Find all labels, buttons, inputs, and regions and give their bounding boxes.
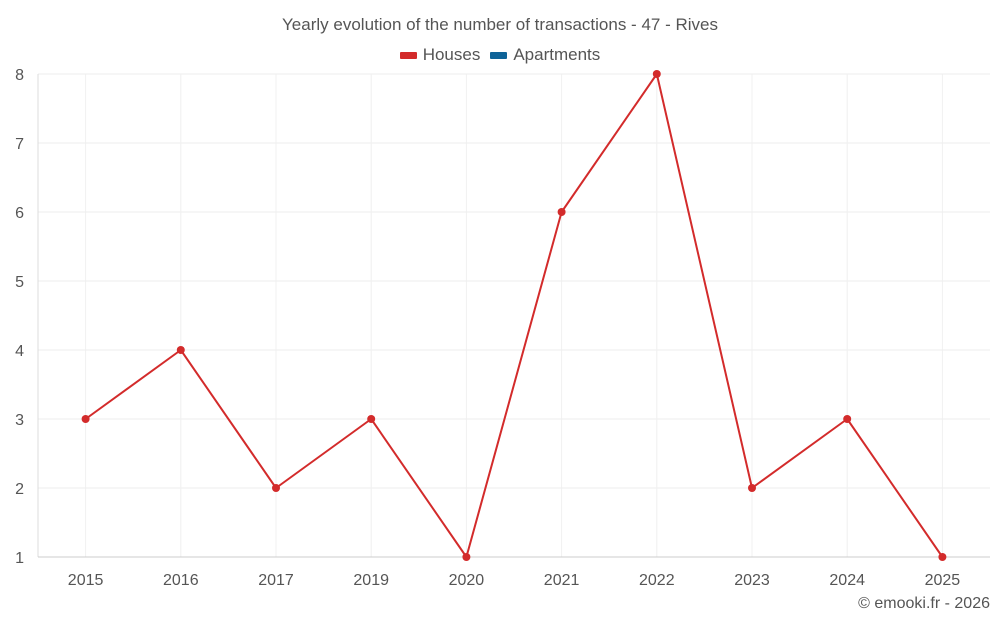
x-tick-label: 2025 <box>925 572 961 589</box>
data-point-houses <box>462 553 471 561</box>
data-point-houses <box>652 70 661 78</box>
legend-swatch-apartments <box>490 51 508 59</box>
series-line-houses <box>85 73 944 558</box>
data-point-houses <box>843 415 852 423</box>
y-tick-label: 4 <box>15 343 24 360</box>
legend-item-apartments[interactable]: Apartments <box>490 45 600 65</box>
y-tick-label: 1 <box>15 550 24 567</box>
legend-label-houses: Houses <box>422 45 481 64</box>
x-tick-label: 2021 <box>544 572 580 589</box>
legend-label-apartments: Apartments <box>513 45 601 64</box>
data-point-houses <box>272 484 280 492</box>
chart-legend: Houses Apartments <box>0 45 1000 65</box>
y-tick-label: 5 <box>15 274 24 291</box>
y-tick-label: 2 <box>15 481 24 498</box>
legend-item-houses[interactable]: Houses <box>399 45 481 65</box>
x-tick-label: 2023 <box>734 572 770 589</box>
data-point-houses <box>557 208 566 216</box>
x-tick-label: 2020 <box>449 572 485 589</box>
x-tick-label: 2017 <box>258 572 294 589</box>
x-tick-label: 2022 <box>639 572 675 589</box>
data-point-houses <box>367 415 376 423</box>
data-point-houses <box>81 415 90 423</box>
credit-text: © emooki.fr - 2026 <box>858 595 990 612</box>
y-tick-label: 6 <box>15 205 24 222</box>
data-point-houses <box>748 484 756 492</box>
y-tick-label: 7 <box>15 136 24 153</box>
x-tick-label: 2016 <box>163 572 199 589</box>
x-tick-label: 2015 <box>68 572 104 589</box>
y-tick-label: 3 <box>15 412 24 429</box>
legend-swatch-houses <box>399 51 417 59</box>
x-tick-label: 2019 <box>353 572 389 589</box>
data-point-houses <box>938 553 947 561</box>
y-tick-label: 8 <box>15 67 24 84</box>
data-point-houses <box>176 346 185 354</box>
x-tick-label: 2024 <box>829 572 865 589</box>
chart-title: Yearly evolution of the number of transa… <box>282 15 718 34</box>
